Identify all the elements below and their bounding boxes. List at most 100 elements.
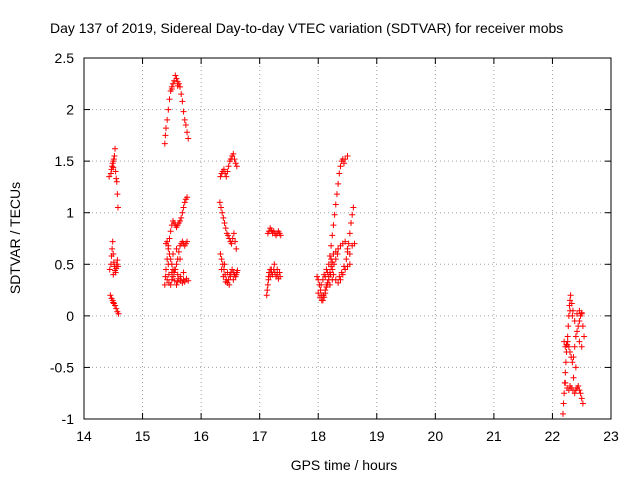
data-point-plus-marker bbox=[181, 116, 188, 123]
data-point-plus-marker bbox=[318, 297, 325, 304]
grid-lines bbox=[84, 58, 611, 419]
data-point-plus-marker bbox=[564, 333, 571, 340]
data-point-plus-marker bbox=[173, 281, 180, 288]
data-point-plus-marker bbox=[336, 170, 343, 177]
data-point-plus-marker bbox=[229, 235, 236, 242]
data-point-plus-marker bbox=[171, 277, 178, 284]
data-point-plus-marker bbox=[340, 160, 347, 167]
data-point-plus-marker bbox=[328, 256, 335, 263]
data-point-plus-marker bbox=[114, 204, 121, 211]
data-point-plus-marker bbox=[346, 261, 353, 268]
data-point-plus-marker bbox=[344, 248, 351, 255]
data-point-plus-marker bbox=[350, 204, 357, 211]
data-point-plus-marker bbox=[109, 245, 116, 252]
data-point-plus-marker bbox=[221, 220, 228, 227]
data-point-plus-marker bbox=[348, 220, 355, 227]
data-point-plus-marker bbox=[109, 163, 116, 170]
data-point-plus-marker bbox=[162, 125, 169, 132]
data-point-plus-marker bbox=[571, 390, 578, 397]
data-point-plus-marker bbox=[577, 390, 584, 397]
data-point-plus-marker bbox=[315, 290, 322, 297]
data-point-plus-marker bbox=[167, 228, 174, 235]
data-point-plus-marker bbox=[319, 276, 326, 283]
data-point-plus-marker bbox=[162, 266, 169, 273]
data-point-plus-marker bbox=[113, 178, 120, 185]
data-point-plus-marker bbox=[107, 170, 114, 177]
x-tick-label: 16 bbox=[193, 428, 209, 444]
data-point-plus-marker bbox=[332, 248, 339, 255]
data-point-plus-marker bbox=[217, 250, 224, 257]
data-point-plus-marker bbox=[343, 256, 350, 263]
data-point-plus-marker bbox=[114, 263, 121, 270]
data-point-plus-marker bbox=[264, 281, 271, 288]
data-point-plus-marker bbox=[336, 273, 343, 280]
data-point-plus-marker bbox=[113, 305, 120, 312]
data-point-plus-marker bbox=[226, 281, 233, 288]
data-point-plus-marker bbox=[345, 240, 352, 247]
data-point-plus-marker bbox=[114, 257, 121, 264]
data-point-plus-marker bbox=[184, 194, 191, 201]
data-point-plus-marker bbox=[221, 261, 228, 268]
data-point-plus-marker bbox=[267, 273, 274, 280]
data-point-plus-marker bbox=[216, 199, 223, 206]
x-tick-label: 19 bbox=[369, 428, 385, 444]
data-point-plus-marker bbox=[233, 163, 240, 170]
data-point-plus-marker bbox=[218, 204, 225, 211]
data-point-plus-marker bbox=[570, 354, 577, 361]
data-point-plus-marker bbox=[567, 348, 574, 355]
data-point-plus-marker bbox=[342, 238, 349, 245]
data-point-plus-marker bbox=[342, 156, 349, 163]
data-point-plus-marker bbox=[331, 211, 338, 218]
y-tick-label: 0.5 bbox=[55, 256, 75, 272]
data-point-plus-marker bbox=[174, 278, 181, 285]
y-tick-label: -1 bbox=[62, 411, 75, 427]
data-point-plus-marker bbox=[565, 343, 572, 350]
data-point-plus-marker bbox=[218, 266, 225, 273]
data-point-plus-marker bbox=[329, 232, 336, 239]
data-point-plus-marker bbox=[185, 277, 192, 284]
data-point-plus-marker bbox=[112, 145, 119, 152]
data-point-plus-marker bbox=[335, 279, 342, 286]
data-point-plus-marker bbox=[164, 116, 171, 123]
data-point-plus-marker bbox=[161, 281, 168, 288]
data-point-plus-marker bbox=[178, 91, 185, 98]
y-tick-label: 2.5 bbox=[55, 50, 75, 66]
data-point-plus-marker bbox=[113, 175, 120, 182]
data-point-plus-marker bbox=[330, 222, 337, 229]
x-tick-label: 20 bbox=[428, 428, 444, 444]
data-point-plus-marker bbox=[339, 271, 346, 278]
data-point-plus-marker bbox=[230, 230, 237, 237]
data-point-plus-marker bbox=[329, 266, 336, 273]
data-point-plus-marker bbox=[225, 163, 232, 170]
data-point-plus-marker bbox=[233, 245, 240, 252]
data-point-plus-marker bbox=[581, 333, 588, 340]
data-point-plus-marker bbox=[220, 214, 227, 221]
data-point-plus-marker bbox=[342, 266, 349, 273]
data-point-plus-marker bbox=[165, 261, 172, 268]
data-point-plus-marker bbox=[578, 309, 585, 316]
data-point-plus-marker bbox=[323, 266, 330, 273]
data-point-plus-marker bbox=[579, 400, 586, 407]
data-point-plus-marker bbox=[576, 338, 583, 345]
y-tick-label: 2 bbox=[66, 102, 74, 118]
data-point-plus-marker bbox=[567, 307, 574, 314]
x-tick-label: 21 bbox=[486, 428, 502, 444]
data-point-plus-marker bbox=[225, 232, 232, 239]
data-point-plus-marker bbox=[332, 201, 339, 208]
data-point-plus-marker bbox=[571, 318, 578, 325]
data-point-plus-marker bbox=[181, 199, 188, 206]
data-point-plus-marker bbox=[568, 300, 575, 307]
data-point-plus-marker bbox=[112, 168, 119, 175]
data-point-plus-marker bbox=[111, 152, 118, 159]
data-point-plus-marker bbox=[562, 379, 569, 386]
data-point-plus-marker bbox=[175, 248, 182, 255]
data-point-plus-marker bbox=[172, 72, 179, 79]
data-point-plus-marker bbox=[182, 122, 189, 129]
data-point-plus-marker bbox=[180, 108, 187, 115]
data-point-plus-marker bbox=[276, 269, 283, 276]
data-point-plus-marker bbox=[165, 242, 172, 249]
data-point-plus-marker bbox=[218, 256, 225, 263]
x-axis-label: GPS time / hours bbox=[291, 457, 398, 473]
x-tick-label: 17 bbox=[252, 428, 268, 444]
